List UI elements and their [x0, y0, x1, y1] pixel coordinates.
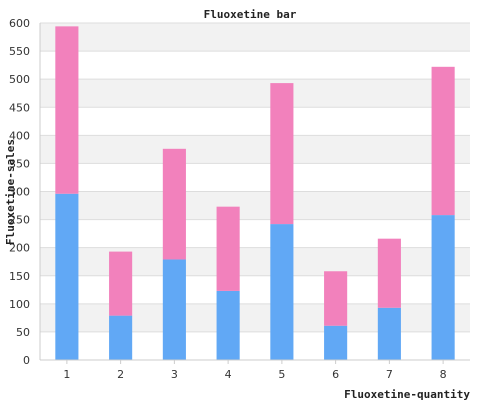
- bar-segment-series-1-cat-6: [324, 325, 348, 360]
- grid-band: [40, 303, 470, 332]
- grid-band: [40, 51, 470, 80]
- chart-title: Fluoxetine bar: [204, 8, 297, 21]
- x-tick-label: 8: [440, 368, 447, 381]
- bar-segment-series-2-cat-3: [162, 148, 186, 260]
- x-tick-labels: 1 2 3 4 5 6 7 8: [63, 368, 446, 381]
- y-tick-label: 50: [16, 326, 30, 339]
- grid-band: [40, 79, 470, 108]
- y-tick-label: 300: [9, 186, 30, 199]
- y-tick-label: 400: [9, 129, 30, 142]
- bar-segment-series-1-cat-7: [377, 307, 401, 360]
- y-axis-label: Fluoxetine-sales: [4, 139, 17, 245]
- x-tick-label: 6: [332, 368, 339, 381]
- y-tick-label: 550: [9, 45, 30, 58]
- y-tick-label: 200: [9, 242, 30, 255]
- y-tick-label: 0: [23, 354, 30, 367]
- bar-segment-series-2-cat-2: [109, 251, 133, 316]
- grid-band: [40, 275, 470, 304]
- x-tick-label: 3: [171, 368, 178, 381]
- x-axis-label: Fluoxetine-quantity: [344, 388, 470, 400]
- axes: [39, 23, 470, 364]
- x-tick-label: 7: [386, 368, 393, 381]
- x-tick-label: 1: [63, 368, 70, 381]
- y-tick-label: 100: [9, 298, 30, 311]
- grid-band: [40, 247, 470, 276]
- y-tick-labels: 0 50 100 150 200 250 300 350 400 450 500 550 600: [9, 17, 30, 367]
- grid-band: [40, 23, 470, 52]
- bars: [55, 26, 455, 360]
- bar-segment-series-1-cat-5: [270, 224, 294, 360]
- x-tick-label: 2: [117, 368, 124, 381]
- bar-segment-series-2-cat-8: [431, 66, 455, 216]
- grid-band: [40, 163, 470, 192]
- bar-segment-series-2-cat-6: [324, 271, 348, 326]
- y-tick-label: 500: [9, 73, 30, 86]
- bar-segment-series-1-cat-3: [162, 259, 186, 360]
- y-tick-label: 350: [9, 157, 30, 170]
- bar-segment-series-1-cat-4: [216, 290, 240, 360]
- grid-band: [40, 191, 470, 220]
- x-tick-label: 5: [278, 368, 285, 381]
- y-tick-label: 450: [9, 101, 30, 114]
- bar-segment-series-1-cat-8: [431, 215, 455, 360]
- bar-segment-series-1-cat-1: [55, 193, 79, 360]
- grid-band: [40, 107, 470, 136]
- grid-band: [40, 219, 470, 248]
- bar-segment-series-2-cat-7: [377, 238, 401, 308]
- y-tick-label: 600: [9, 17, 30, 30]
- x-tick-label: 4: [225, 368, 232, 381]
- grid-band: [40, 135, 470, 164]
- y-tick-label: 150: [9, 270, 30, 283]
- bar-segment-series-2-cat-1: [55, 26, 79, 194]
- bar-segment-series-1-cat-2: [109, 315, 133, 360]
- bar-segment-series-2-cat-4: [216, 206, 240, 291]
- y-tick-label: 250: [9, 214, 30, 227]
- grid-band: [40, 331, 470, 360]
- bar-segment-series-2-cat-5: [270, 83, 294, 225]
